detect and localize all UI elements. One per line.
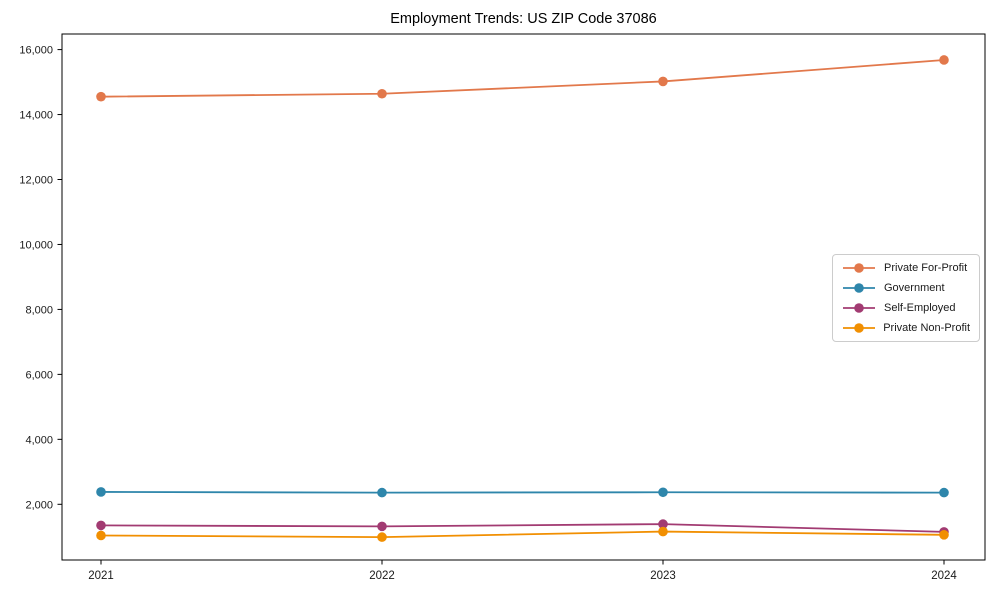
- series-line: [100, 530, 945, 539]
- data-point-marker: [939, 487, 949, 498]
- legend-label: Self-Employed: [884, 302, 956, 314]
- y-tick-label: 12,000: [19, 175, 53, 187]
- data-point-marker: [377, 521, 387, 532]
- data-point-marker: [96, 530, 106, 541]
- series-line: [100, 59, 945, 98]
- series-line: [100, 523, 945, 533]
- x-tick-label: 2021: [88, 570, 114, 582]
- y-tick-label: 10,000: [19, 239, 53, 251]
- data-point-marker: [377, 532, 387, 542]
- plot-border: [61, 33, 986, 561]
- y-tick-label: 14,000: [19, 110, 53, 122]
- chart-title: Employment Trends: US ZIP Code 37086: [390, 11, 657, 27]
- legend-label: Private Non-Profit: [883, 322, 970, 334]
- x-tick-label: 2023: [650, 570, 676, 582]
- y-tick-label: 16,000: [19, 45, 53, 57]
- series-line: [100, 491, 945, 494]
- data-point-marker: [658, 487, 668, 498]
- data-point-marker: [658, 526, 668, 537]
- y-tick-label: 8,000: [25, 304, 53, 316]
- legend-label: Government: [884, 282, 945, 294]
- data-point-marker: [377, 88, 387, 99]
- data-point-marker: [658, 76, 668, 87]
- y-tick-label: 2,000: [25, 499, 53, 511]
- y-tick-label: 4,000: [25, 434, 53, 446]
- data-point-marker: [939, 530, 949, 540]
- legend-item: Private For-Profit: [842, 259, 970, 278]
- data-point-marker: [939, 55, 949, 65]
- data-point-marker: [658, 519, 668, 529]
- y-tick-label: 6,000: [25, 369, 53, 381]
- legend-line-marker-icon: [843, 303, 875, 313]
- legend-label: Private For-Profit: [884, 262, 968, 274]
- data-point-marker: [377, 487, 387, 498]
- legend-item: Private Non-Profit: [842, 319, 970, 338]
- data-point-marker: [96, 520, 106, 531]
- legend-line-marker-icon: [843, 283, 875, 293]
- data-point-marker: [96, 487, 106, 497]
- x-tick-label: 2024: [931, 570, 957, 582]
- data-point-marker: [96, 91, 106, 102]
- legend-item: Government: [842, 279, 970, 298]
- legend-line-marker-icon: [843, 263, 875, 273]
- legend-line-marker-icon: [843, 323, 875, 333]
- x-tick-label: 2022: [369, 570, 395, 582]
- legend-item: Self-Employed: [842, 299, 970, 318]
- legend: Private For-Profit Government Self-Employe…: [832, 254, 980, 342]
